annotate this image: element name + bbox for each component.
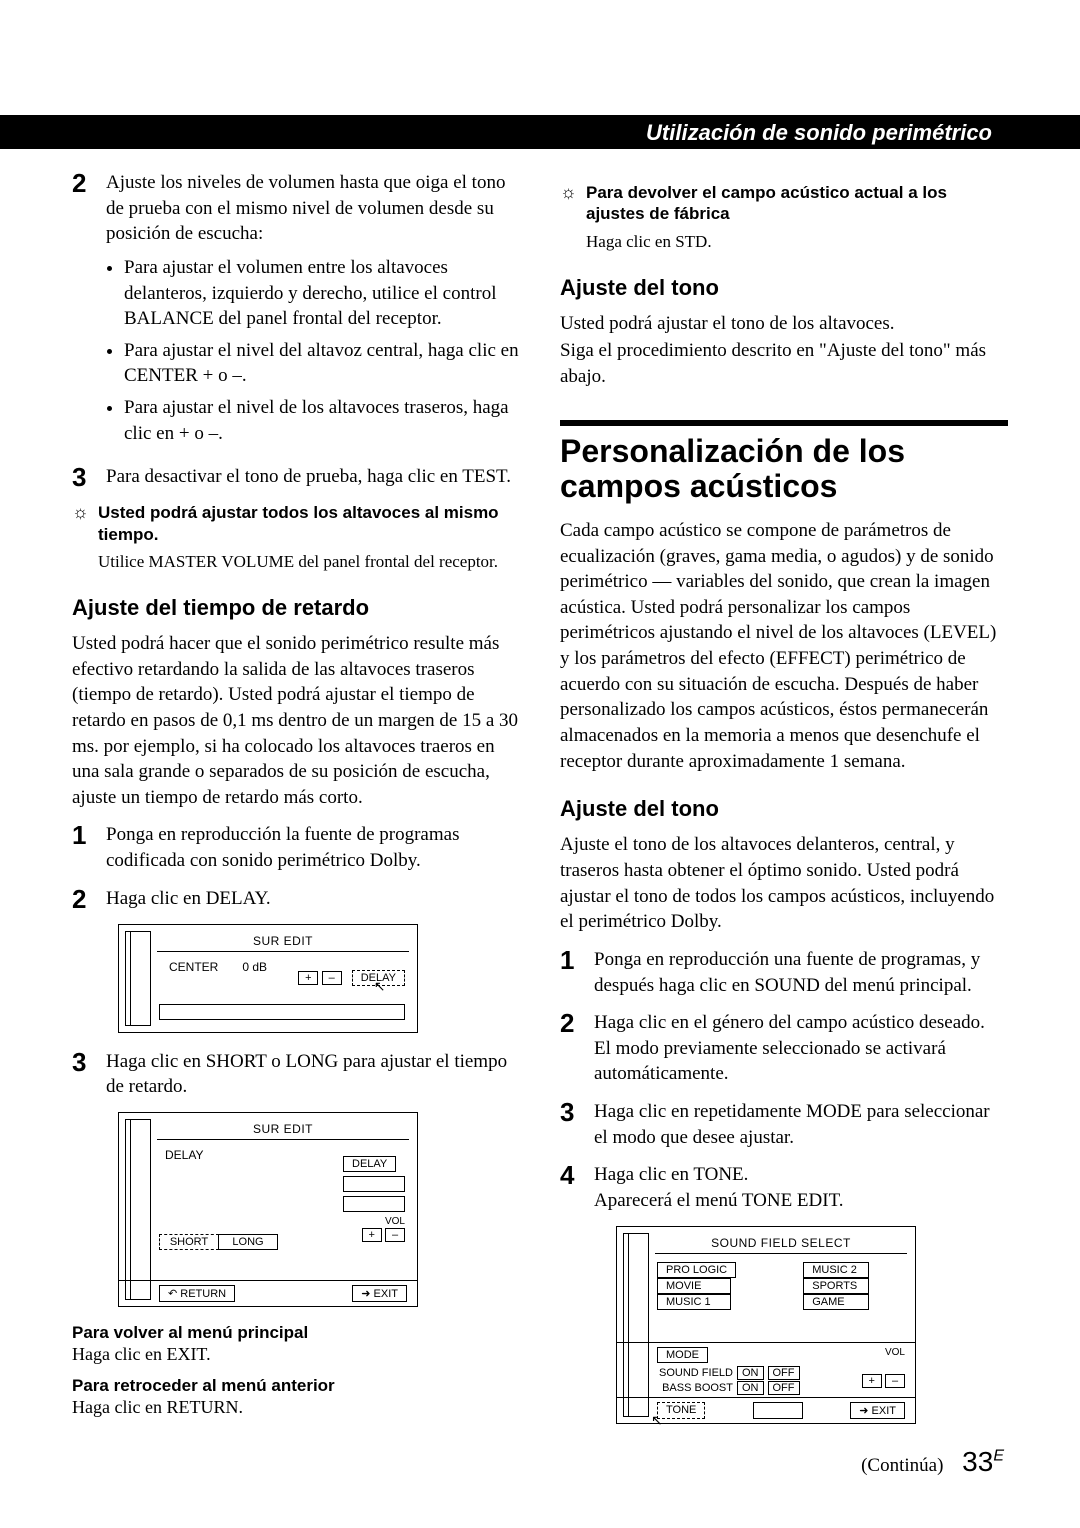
field-button[interactable]: PRO LOGIC xyxy=(657,1262,736,1278)
step-text: Ponga en reproducción la fuente de progr… xyxy=(106,822,520,873)
vol-label: VOL xyxy=(885,1347,905,1358)
step-number: 3 xyxy=(72,464,106,490)
subheading: Ajuste del tono xyxy=(560,275,1008,301)
step-text: Haga clic en SHORT o LONG para ajustar e… xyxy=(106,1049,520,1100)
tip-body: Haga clic en STD. xyxy=(586,231,1008,253)
step-text: Ponga en reproducción una fuente de prog… xyxy=(594,947,1008,998)
field-button[interactable]: SPORTS xyxy=(803,1278,869,1294)
paragraph: Siga el procedimiento descrito en "Ajust… xyxy=(560,338,1008,389)
step-number: 2 xyxy=(72,170,106,452)
section-header-band: Utilización de sonido perimétrico xyxy=(0,115,1080,149)
section-rule xyxy=(560,420,1008,426)
step-number: 3 xyxy=(72,1049,106,1100)
exit-icon: ➜ xyxy=(859,1405,868,1417)
diagram-title: SOUND FIELD SELECT xyxy=(655,1233,907,1254)
page-footer: (Continúa) 33E xyxy=(861,1446,1004,1478)
tip-body: Utilice MASTER VOLUME del panel frontal … xyxy=(98,551,520,573)
minus-button[interactable]: – xyxy=(885,1374,905,1388)
step-number: 1 xyxy=(72,822,106,873)
label-bass-boost: BASS BOOST xyxy=(657,1382,733,1394)
tip-title: Para devolver el campo acústico actual a… xyxy=(586,182,1008,225)
step-text: Para desactivar el tono de prueba, haga … xyxy=(106,464,511,490)
field-button[interactable]: MUSIC 2 xyxy=(803,1262,869,1278)
tone-button[interactable]: TONE xyxy=(657,1402,705,1419)
plus-button[interactable]: + xyxy=(362,1228,382,1242)
minus-button[interactable]: – xyxy=(322,971,342,985)
step-number: 4 xyxy=(560,1162,594,1213)
step-text: El modo previamente seleccionado se acti… xyxy=(594,1038,946,1085)
page-suffix: E xyxy=(993,1448,1004,1465)
paragraph: Haga clic en RETURN. xyxy=(72,1396,520,1419)
exit-icon: ➜ xyxy=(361,1288,370,1300)
two-column-content: 2 Ajuste los niveles de volumen hasta qu… xyxy=(72,170,1008,1440)
diagram-sound-field-select: SOUND FIELD SELECT PRO LOGIC MOVIE MUSIC… xyxy=(616,1226,916,1424)
cursor-icon: ↖ xyxy=(651,1412,663,1429)
field-button[interactable]: MUSIC 1 xyxy=(657,1294,731,1310)
subheading: Ajuste del tono xyxy=(560,796,1008,822)
step-text: Ajuste los niveles de volumen hasta que … xyxy=(106,172,505,244)
off-button[interactable]: OFF xyxy=(768,1366,800,1380)
field-button[interactable]: MOVIE xyxy=(657,1278,731,1294)
delay-button[interactable]: DELAY xyxy=(343,1156,396,1172)
section-header-title: Utilización de sonido perimétrico xyxy=(646,120,992,146)
diagram-sur-edit-1: SUR EDIT CENTER 0 dB + – DELAY ↖ xyxy=(118,924,418,1033)
diagram-sur-edit-2: SUR EDIT DELAY DELAY VOL + – SHORT LONG xyxy=(118,1112,418,1307)
step-text: Haga clic en DELAY. xyxy=(106,886,271,912)
field-button[interactable]: GAME xyxy=(803,1294,869,1310)
bullet: Para ajustar el volumen entre los altavo… xyxy=(124,255,520,332)
bullet: Para ajustar el nivel del altavoz centra… xyxy=(124,338,520,389)
subheading-small: Para retroceder al menú anterior xyxy=(72,1376,520,1396)
short-button[interactable]: SHORT xyxy=(159,1234,219,1250)
continues-label: (Continúa) xyxy=(861,1455,943,1476)
subheading-small: Para volver al menú principal xyxy=(72,1323,520,1343)
mode-button[interactable]: MODE xyxy=(657,1347,708,1363)
plus-button[interactable]: + xyxy=(298,971,318,985)
heading: Personalización de los campos acústicos xyxy=(560,434,1008,504)
subheading: Ajuste del tiempo de retardo xyxy=(72,595,520,621)
minus-button[interactable]: – xyxy=(385,1228,405,1242)
step-text: Haga clic en repetidamente MODE para sel… xyxy=(594,1099,1008,1150)
paragraph: Ajuste el tono de los altavoces delanter… xyxy=(560,832,1008,935)
paragraph: Haga clic en EXIT. xyxy=(72,1343,520,1366)
diagram-title: SUR EDIT xyxy=(157,1119,409,1140)
step-text: Aparecerá el menú TONE EDIT. xyxy=(594,1190,844,1211)
step-number: 2 xyxy=(72,886,106,912)
off-button[interactable]: OFF xyxy=(768,1381,800,1395)
on-button[interactable]: ON xyxy=(737,1381,764,1395)
step-text: Haga clic en TONE. xyxy=(594,1164,748,1185)
left-column: 2 Ajuste los niveles de volumen hasta qu… xyxy=(72,170,520,1440)
label-sound-field: SOUND FIELD xyxy=(657,1367,733,1379)
page-number: 33 xyxy=(962,1446,993,1477)
vol-label: VOL xyxy=(343,1216,405,1227)
plus-button[interactable]: + xyxy=(862,1374,882,1388)
right-column: ☼ Para devolver el campo acústico actual… xyxy=(560,170,1008,1440)
tip-icon: ☼ xyxy=(72,502,98,545)
diagram-title: SUR EDIT xyxy=(157,931,409,952)
tip-icon: ☼ xyxy=(560,182,586,225)
bullet: Para ajustar el nivel de los altavoces t… xyxy=(124,395,520,446)
label-db: 0 dB xyxy=(242,960,267,974)
step-number: 2 xyxy=(560,1010,594,1087)
paragraph: Cada campo acústico se compone de paráme… xyxy=(560,518,1008,774)
step-number: 3 xyxy=(560,1099,594,1150)
paragraph: Usted podrá ajustar el tono de los altav… xyxy=(560,311,1008,337)
exit-button[interactable]: ➜ EXIT xyxy=(850,1402,905,1419)
step-number: 1 xyxy=(560,947,594,998)
paragraph: Usted podrá hacer que el sonido perimétr… xyxy=(72,631,520,810)
return-icon: ↶ xyxy=(168,1288,177,1300)
return-button[interactable]: ↶ RETURN xyxy=(159,1285,235,1302)
exit-button[interactable]: ➜ EXIT xyxy=(352,1285,407,1302)
step-text: Haga clic en el género del campo acústic… xyxy=(594,1012,985,1033)
cursor-icon: ↖ xyxy=(374,978,386,995)
tip-title: Usted podrá ajustar todos los altavoces … xyxy=(98,502,520,545)
label-center: CENTER xyxy=(169,960,218,974)
on-button[interactable]: ON xyxy=(737,1366,764,1380)
long-button[interactable]: LONG xyxy=(218,1234,278,1250)
